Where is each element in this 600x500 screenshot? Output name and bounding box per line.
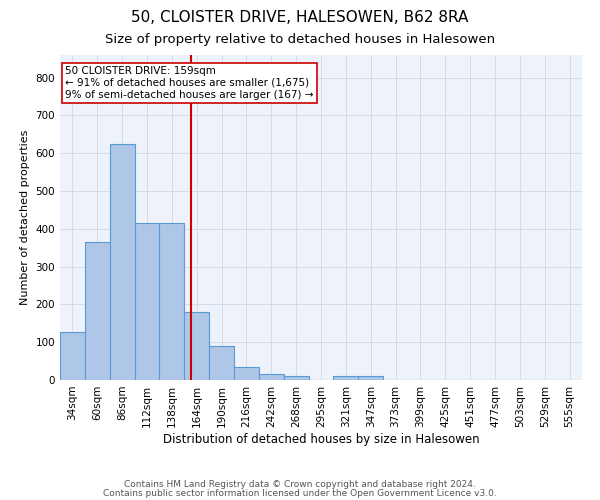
Bar: [259, 374, 284, 380]
X-axis label: Distribution of detached houses by size in Halesowen: Distribution of detached houses by size …: [163, 432, 479, 446]
Bar: [234, 367, 259, 380]
Text: 50, CLOISTER DRIVE, HALESOWEN, B62 8RA: 50, CLOISTER DRIVE, HALESOWEN, B62 8RA: [131, 10, 469, 25]
Bar: [358, 376, 383, 380]
Bar: [209, 346, 234, 380]
Bar: [160, 223, 184, 380]
Bar: [284, 376, 308, 380]
Text: Size of property relative to detached houses in Halesowen: Size of property relative to detached ho…: [105, 32, 495, 46]
Bar: [184, 312, 209, 380]
Text: Contains public sector information licensed under the Open Government Licence v3: Contains public sector information licen…: [103, 488, 497, 498]
Bar: [134, 223, 160, 380]
Bar: [334, 376, 358, 380]
Bar: [60, 332, 85, 380]
Text: 50 CLOISTER DRIVE: 159sqm
← 91% of detached houses are smaller (1,675)
9% of sem: 50 CLOISTER DRIVE: 159sqm ← 91% of detac…: [65, 66, 314, 100]
Text: Contains HM Land Registry data © Crown copyright and database right 2024.: Contains HM Land Registry data © Crown c…: [124, 480, 476, 489]
Bar: [110, 144, 134, 380]
Bar: [85, 242, 110, 380]
Y-axis label: Number of detached properties: Number of detached properties: [20, 130, 30, 305]
